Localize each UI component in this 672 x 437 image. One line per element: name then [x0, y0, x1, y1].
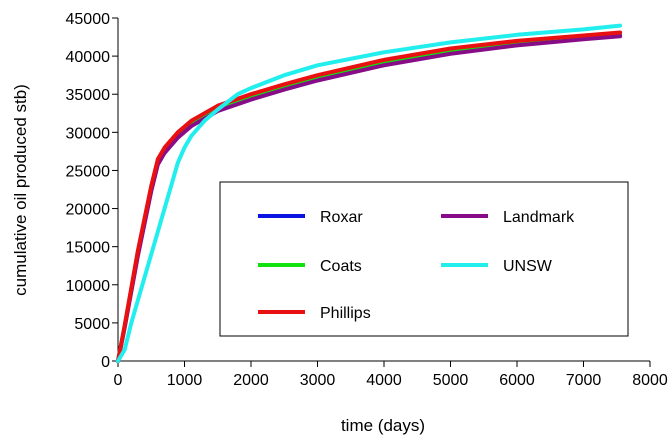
- y-tick-label: 15000: [66, 240, 111, 257]
- y-tick-label: 5000: [74, 316, 110, 333]
- legend-label-landmark: Landmark: [503, 209, 575, 226]
- series-line-unsw: [116, 23, 623, 363]
- x-tick-label: 1000: [167, 372, 203, 389]
- y-tick-label: 25000: [66, 163, 111, 180]
- x-tick-label: 4000: [366, 372, 402, 389]
- x-tick-label: 7000: [566, 372, 602, 389]
- x-tick-label: 5000: [433, 372, 469, 389]
- x-axis-title: time (days): [341, 416, 425, 435]
- series-line-phillips: [116, 30, 623, 363]
- y-tick-label: 10000: [66, 278, 111, 295]
- legend-label-roxar: Roxar: [320, 209, 363, 226]
- y-tick-label: 0: [101, 354, 110, 371]
- legend-label-unsw: UNSW: [503, 258, 553, 275]
- y-axis-title: cumulative oil produced stb): [11, 84, 30, 296]
- series-layer: [116, 23, 623, 363]
- legend-label-coats: Coats: [320, 258, 362, 275]
- y-tick-label: 35000: [66, 87, 111, 104]
- legend: Roxar Landmark Coats UNSW Phillips: [219, 181, 629, 337]
- y-tick-label: 30000: [66, 125, 111, 142]
- x-tick-label: 2000: [233, 372, 269, 389]
- legend-label-phillips: Phillips: [320, 305, 371, 322]
- y-tick-label: 20000: [66, 202, 111, 219]
- axes: 0 1000 2000 3000 4000 5000 6000 7000 8000 0 5000 10…: [66, 11, 668, 389]
- x-tick-label: 6000: [499, 372, 535, 389]
- x-tick-label: 3000: [300, 372, 336, 389]
- y-tick-label: 45000: [66, 11, 111, 28]
- x-tick-label: 0: [114, 372, 123, 389]
- y-tick-label: 40000: [66, 49, 111, 66]
- x-tick-label: 8000: [632, 372, 668, 389]
